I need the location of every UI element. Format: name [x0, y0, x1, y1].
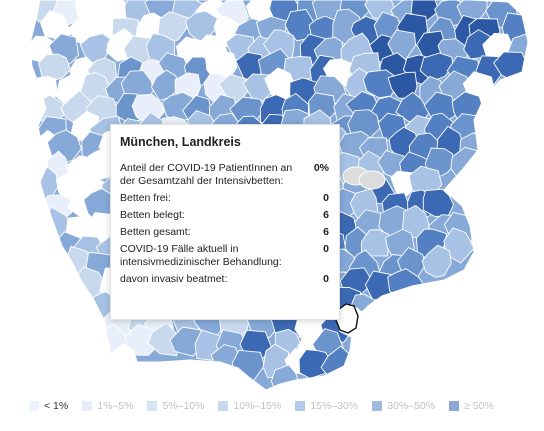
legend-item-30-50[interactable]: 30%–50%: [371, 400, 435, 412]
tooltip-row-ventilated: davon invasiv beatmet: 0: [120, 273, 329, 286]
tooltip-value: 0: [323, 273, 329, 285]
tooltip-title: München, Landkreis: [120, 135, 241, 149]
legend-label: 30%–50%: [387, 400, 436, 412]
legend-item-5-10[interactable]: 5%–10%: [146, 400, 204, 412]
legend-swatch: [448, 400, 461, 412]
legend-item-15-30[interactable]: 15%–30%: [294, 400, 358, 412]
legend-label: ≥ 50%: [464, 400, 494, 412]
tooltip-label: Anteil der COVID-19 PatientInnen an der …: [120, 162, 293, 187]
tooltip-row-beds-occupied: Betten belegt: 6: [120, 209, 329, 222]
legend-swatch: [81, 400, 94, 412]
tooltip-row-beds-total: Betten gesamt: 6: [120, 226, 329, 239]
district-tooltip: München, Landkreis Anteil der COVID-19 P…: [110, 124, 340, 320]
district[interactable]: [443, 227, 475, 264]
tooltip-value: 6: [323, 226, 329, 238]
legend-swatch: [371, 400, 384, 412]
district[interactable]: [422, 188, 454, 217]
legend-item-under-1[interactable]: < 1%: [28, 400, 68, 412]
tooltip-value: 0: [323, 243, 329, 255]
district-no-data[interactable]: [358, 170, 386, 190]
legend-swatch: [294, 400, 307, 412]
legend-label: 5%–10%: [162, 400, 205, 412]
tooltip-value: 0: [323, 192, 329, 204]
highlighted-district[interactable]: [335, 303, 359, 334]
tooltip-value: 6: [323, 209, 329, 221]
district[interactable]: [38, 53, 72, 81]
legend-label: 10%–15%: [233, 400, 282, 412]
legend-item-1-5[interactable]: 1%–5%: [81, 400, 133, 412]
tooltip-label: Betten frei:: [120, 192, 171, 204]
tooltip-label: davon invasiv beatmet:: [120, 273, 228, 285]
tooltip-row-beds-free: Betten frei: 0: [120, 192, 329, 205]
district[interactable]: [83, 149, 119, 181]
tooltip-label: Betten gesamt:: [120, 226, 191, 238]
district[interactable]: [169, 326, 204, 357]
legend-item-over-50[interactable]: ≥ 50%: [448, 400, 494, 412]
district[interactable]: [147, 322, 180, 357]
district[interactable]: [362, 69, 398, 99]
tooltip-row-covid-icu: COVID-19 Fälle aktuell in intensivmedizi…: [120, 243, 329, 269]
district[interactable]: [361, 229, 390, 257]
legend-swatch: [217, 400, 230, 412]
legend-item-10-15[interactable]: 10%–15%: [217, 400, 281, 412]
country-border: [29, 0, 529, 391]
legend-label: < 1%: [44, 400, 69, 412]
district[interactable]: [157, 11, 189, 42]
legend-label: 15%–30%: [310, 400, 359, 412]
legend-swatch: [28, 400, 40, 412]
tooltip-row-share: Anteil der COVID-19 PatientInnen an der …: [120, 162, 329, 188]
map-legend: < 1% 1%–5% 5%–10% 10%–15% 15%–30% 30%–50…: [28, 398, 507, 414]
legend-swatch: [146, 400, 159, 412]
district[interactable]: [421, 244, 452, 278]
district[interactable]: [419, 52, 454, 82]
tooltip-value: 0%: [313, 162, 329, 174]
legend-label: 1%–5%: [97, 400, 134, 412]
tooltip-label: COVID-19 Fälle aktuell in intensivmedizi…: [120, 243, 282, 268]
tooltip-label: Betten belegt:: [120, 209, 185, 221]
